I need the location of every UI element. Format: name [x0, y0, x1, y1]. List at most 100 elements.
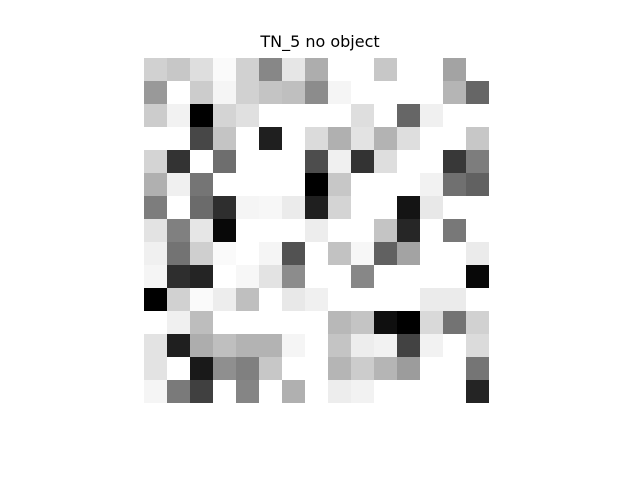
heatmap-cell-r13-c7 [305, 357, 329, 381]
heatmap-cell-r15-c8 [328, 403, 352, 427]
heatmap-cell-r0-c10 [374, 58, 398, 82]
heatmap-cell-r8-c8 [328, 242, 352, 266]
heatmap-cell-r0-c0 [144, 58, 168, 82]
heatmap-cell-r13-c3 [213, 357, 237, 381]
heatmap-cell-r12-c2 [190, 334, 214, 358]
heatmap-cell-r4-c11 [397, 150, 421, 174]
heatmap-cell-r1-c9 [351, 81, 375, 105]
heatmap-cell-r2-c1 [167, 104, 191, 128]
heatmap-cell-r4-c6 [282, 150, 306, 174]
heatmap-cell-r11-c5 [259, 311, 283, 335]
heatmap-cell-r13-c15 [489, 357, 513, 381]
heatmap-cell-r2-c13 [443, 104, 467, 128]
heatmap-cell-r9-c0 [144, 265, 168, 289]
heatmap-cell-r12-c12 [420, 334, 444, 358]
heatmap-cell-r8-c4 [236, 242, 260, 266]
heatmap-cell-r1-c13 [443, 81, 467, 105]
heatmap-cell-r1-c6 [282, 81, 306, 105]
heatmap-cell-r14-c2 [190, 380, 214, 404]
heatmap-cell-r6-c10 [374, 196, 398, 220]
heatmap-cell-r14-c15 [489, 380, 513, 404]
heatmap-cell-r6-c1 [167, 196, 191, 220]
heatmap-cell-r8-c1 [167, 242, 191, 266]
heatmap-cell-r1-c7 [305, 81, 329, 105]
heatmap-cell-r15-c4 [236, 403, 260, 427]
heatmap-cell-r8-c9 [351, 242, 375, 266]
heatmap-cell-r4-c9 [351, 150, 375, 174]
heatmap-cell-r0-c7 [305, 58, 329, 82]
heatmap-cell-r13-c4 [236, 357, 260, 381]
heatmap-cell-r2-c10 [374, 104, 398, 128]
heatmap-cell-r5-c1 [167, 173, 191, 197]
heatmap-cell-r2-c12 [420, 104, 444, 128]
heatmap-cell-r4-c12 [420, 150, 444, 174]
heatmap-cell-r15-c15 [489, 403, 513, 427]
heatmap-cell-r11-c12 [420, 311, 444, 335]
heatmap-cell-r0-c5 [259, 58, 283, 82]
heatmap-cell-r8-c7 [305, 242, 329, 266]
heatmap-cell-r4-c4 [236, 150, 260, 174]
heatmap-cell-r15-c6 [282, 403, 306, 427]
heatmap-cell-r10-c1 [167, 288, 191, 312]
heatmap-cell-r6-c14 [466, 196, 490, 220]
heatmap-cell-r6-c11 [397, 196, 421, 220]
heatmap-cell-r8-c0 [144, 242, 168, 266]
heatmap-cell-r2-c4 [236, 104, 260, 128]
heatmap-cell-r3-c11 [397, 127, 421, 151]
heatmap-cell-r7-c3 [213, 219, 237, 243]
heatmap-cell-r12-c9 [351, 334, 375, 358]
heatmap-cell-r15-c10 [374, 403, 398, 427]
heatmap-cell-r3-c9 [351, 127, 375, 151]
heatmap-cell-r0-c3 [213, 58, 237, 82]
heatmap-cell-r12-c13 [443, 334, 467, 358]
heatmap-cell-r0-c15 [489, 58, 513, 82]
heatmap-cell-r3-c4 [236, 127, 260, 151]
heatmap-cell-r7-c8 [328, 219, 352, 243]
heatmap-cell-r15-c2 [190, 403, 214, 427]
heatmap-cell-r9-c8 [328, 265, 352, 289]
heatmap-cell-r6-c3 [213, 196, 237, 220]
heatmap-cell-r9-c9 [351, 265, 375, 289]
heatmap-cell-r11-c9 [351, 311, 375, 335]
heatmap-cell-r5-c6 [282, 173, 306, 197]
heatmap-cell-r14-c4 [236, 380, 260, 404]
heatmap-cell-r7-c10 [374, 219, 398, 243]
heatmap-cell-r0-c9 [351, 58, 375, 82]
heatmap-cell-r13-c1 [167, 357, 191, 381]
heatmap-cell-r12-c3 [213, 334, 237, 358]
heatmap-cell-r0-c13 [443, 58, 467, 82]
heatmap-cell-r14-c8 [328, 380, 352, 404]
heatmap-cell-r5-c14 [466, 173, 490, 197]
heatmap-cell-r2-c6 [282, 104, 306, 128]
heatmap-cell-r12-c4 [236, 334, 260, 358]
heatmap-cell-r4-c10 [374, 150, 398, 174]
heatmap-cell-r1-c2 [190, 81, 214, 105]
heatmap-cell-r9-c13 [443, 265, 467, 289]
heatmap-cell-r5-c13 [443, 173, 467, 197]
heatmap-cell-r8-c10 [374, 242, 398, 266]
heatmap-cell-r8-c12 [420, 242, 444, 266]
heatmap-cell-r4-c3 [213, 150, 237, 174]
heatmap-cell-r7-c13 [443, 219, 467, 243]
heatmap-cell-r10-c15 [489, 288, 513, 312]
heatmap-cell-r2-c15 [489, 104, 513, 128]
heatmap-cell-r4-c5 [259, 150, 283, 174]
heatmap-cell-r12-c14 [466, 334, 490, 358]
heatmap-cell-r2-c14 [466, 104, 490, 128]
heatmap-cell-r8-c14 [466, 242, 490, 266]
heatmap-cell-r12-c11 [397, 334, 421, 358]
heatmap-cell-r7-c4 [236, 219, 260, 243]
heatmap-cell-r0-c11 [397, 58, 421, 82]
heatmap-cell-r6-c13 [443, 196, 467, 220]
heatmap-cell-r11-c13 [443, 311, 467, 335]
heatmap-cell-r10-c2 [190, 288, 214, 312]
heatmap-cell-r11-c1 [167, 311, 191, 335]
heatmap-cell-r8-c2 [190, 242, 214, 266]
heatmap-cell-r1-c4 [236, 81, 260, 105]
heatmap-cell-r3-c1 [167, 127, 191, 151]
heatmap-cell-r7-c14 [466, 219, 490, 243]
heatmap-cell-r15-c0 [144, 403, 168, 427]
heatmap-cell-r7-c11 [397, 219, 421, 243]
heatmap-cell-r0-c8 [328, 58, 352, 82]
